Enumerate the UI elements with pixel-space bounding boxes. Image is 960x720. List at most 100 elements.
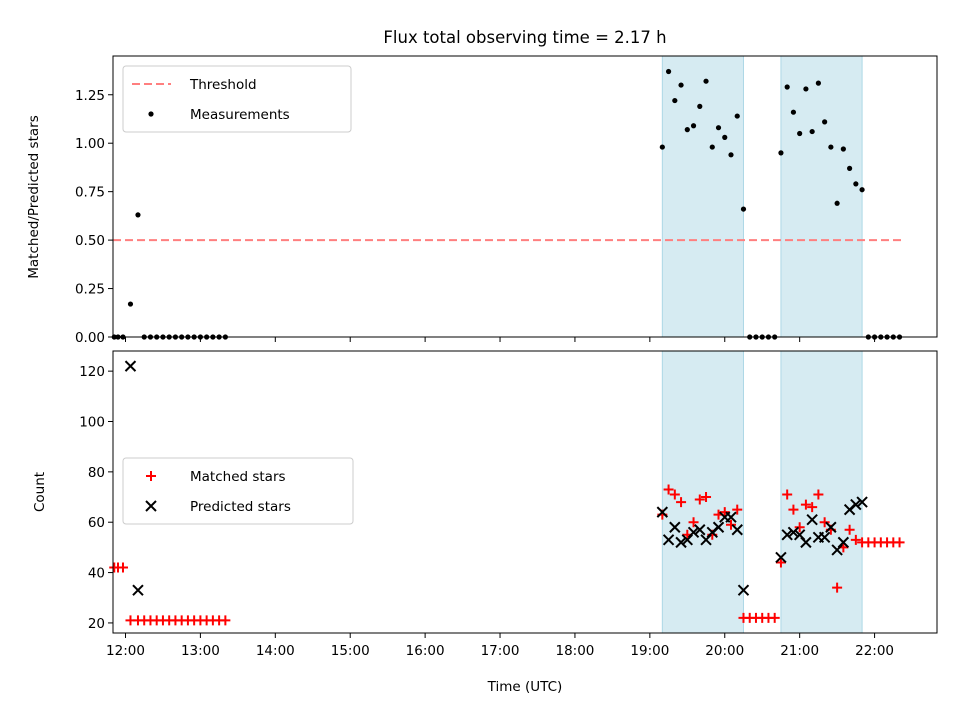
top-y-axis-label: Matched/Predicted stars (26, 115, 42, 278)
measurements-point-42 (803, 86, 809, 92)
measurements-point-50 (853, 181, 859, 187)
measurements-point-28 (715, 125, 722, 131)
measurements-point-47 (834, 200, 840, 206)
y-tick-label-3: 80 (88, 465, 105, 481)
measurements-point-24 (690, 123, 697, 129)
predicted-stars-point-13 (725, 511, 737, 523)
chart-title: Flux total observing time = 2.17 h (383, 28, 666, 47)
predicted-stars-point-7 (687, 526, 700, 538)
predicted-stars-point-17 (781, 529, 793, 541)
x-tick-label-6: 18:00 (555, 643, 594, 659)
bottom-y-axis-label: Count (32, 472, 48, 512)
measurements-point-27 (709, 144, 715, 150)
measurements-point-45 (822, 119, 828, 125)
predicted-stars-point-18 (787, 526, 800, 538)
measurements-point-3 (127, 301, 134, 307)
matched-stars-point-41 (794, 522, 805, 533)
predicted-stars-point-23 (818, 531, 831, 544)
x-axis-label: Time (UTC) (487, 679, 563, 695)
matched-stars-point-29 (719, 507, 730, 518)
measurements-point-32 (740, 206, 747, 212)
y-tick-label-4: 1.00 (75, 136, 105, 152)
shaded-interval-2 (780, 350, 863, 634)
y-tick-label-1: 0.25 (75, 282, 105, 298)
matched-stars-point-47 (832, 582, 843, 593)
matched-stars-point-57 (894, 537, 905, 548)
predicted-stars-point-28 (850, 498, 862, 511)
predicted-stars-point-0 (124, 360, 137, 372)
matched-stars-point-2 (117, 562, 128, 573)
measurements-point-46 (828, 144, 834, 150)
predicted-stars-point-14 (731, 524, 743, 536)
legend-predicted-marker (145, 500, 157, 512)
x-tick-label-8: 20:00 (705, 643, 744, 659)
legend-box (122, 457, 354, 525)
y-tick-label-1: 40 (88, 566, 105, 582)
predicted-stars-point-1 (132, 584, 144, 596)
measurements-point-22 (678, 82, 684, 88)
legend-label-0: Threshold (189, 77, 257, 93)
shaded-interval-2 (780, 55, 863, 338)
matched-stars-point-49 (844, 524, 855, 535)
x-tick-label-10: 22:00 (855, 643, 894, 659)
predicted-stars-point-8 (694, 524, 706, 536)
measurements-point-29 (722, 134, 728, 140)
x-tick-label-0: 12:00 (106, 643, 145, 659)
plot-frame (112, 350, 938, 634)
measurements-point-44 (815, 80, 821, 86)
y-tick-label-3: 0.75 (75, 185, 105, 201)
predicted-stars-point-16 (775, 551, 787, 564)
legend-label-0: Matched stars (190, 469, 286, 485)
x-tick-label-7: 19:00 (630, 643, 669, 659)
measurements-point-43 (809, 128, 815, 135)
matched-stars-point-30 (726, 519, 736, 530)
y-tick-label-5: 120 (79, 364, 105, 380)
y-tick-label-4: 100 (79, 415, 105, 431)
x-tick-label-9: 21:00 (780, 643, 819, 659)
matched-stars-point-45 (819, 517, 830, 528)
measurements-point-51 (859, 187, 865, 193)
y-tick-label-2: 0.50 (75, 233, 105, 249)
matched-stars-point-40 (788, 504, 799, 515)
top-panel: 0.00 0.25 0.50 0.75 1.00 1.25 Threshold Measure… (75, 55, 938, 346)
x-tick-label-2: 14:00 (256, 643, 295, 659)
legend-measurements-marker (148, 111, 154, 117)
legend-label-1: Predicted stars (190, 499, 291, 515)
predicted-stars-point-20 (800, 536, 812, 549)
predicted-stars-point-4 (669, 521, 681, 533)
matched-stars-point-24 (688, 517, 699, 528)
measurements-point-26 (703, 78, 709, 84)
matched-stars-point-22 (676, 497, 687, 508)
measurements-point-39 (784, 84, 790, 90)
measurements-point-23 (684, 127, 690, 133)
matched-stars-point-44 (813, 489, 824, 500)
measurements-point-4 (135, 212, 141, 218)
predicted-stars-point-11 (712, 521, 725, 533)
matched-stars-point-26 (701, 492, 712, 503)
plot-frame (112, 55, 938, 338)
legend-label-1: Measurements (190, 107, 290, 123)
measurements-point-49 (847, 165, 853, 171)
y-tick-label-2: 60 (88, 515, 105, 531)
y-tick-label-0: 0.00 (75, 330, 105, 346)
predicted-stars-point-2 (656, 506, 669, 518)
bottom-panel: 20 40 60 80 100 120 12:00 13:00 14:00 15:00 16:00 1… (79, 350, 938, 659)
y-tick-label-5: 1.25 (75, 88, 105, 104)
matched-stars-point-20 (663, 484, 674, 495)
x-tick-label-4: 16:00 (406, 643, 445, 659)
predicted-stars-point-29 (856, 496, 868, 508)
predicted-stars-point-21 (806, 513, 818, 526)
matched-stars-point-50 (850, 534, 861, 545)
measurements-point-38 (778, 150, 784, 156)
x-tick-label-1: 13:00 (181, 643, 220, 659)
matched-stars-point-43 (807, 502, 818, 513)
measurements-point-31 (734, 113, 740, 119)
matched-stars-point-42 (800, 499, 811, 510)
measurements-point-48 (840, 146, 846, 152)
matched-stars-point-38 (775, 557, 786, 568)
measurements-point-25 (697, 103, 703, 109)
matched-stars-point-39 (782, 489, 793, 500)
measurements-point-19 (659, 144, 665, 150)
measurements-point-30 (728, 152, 734, 158)
